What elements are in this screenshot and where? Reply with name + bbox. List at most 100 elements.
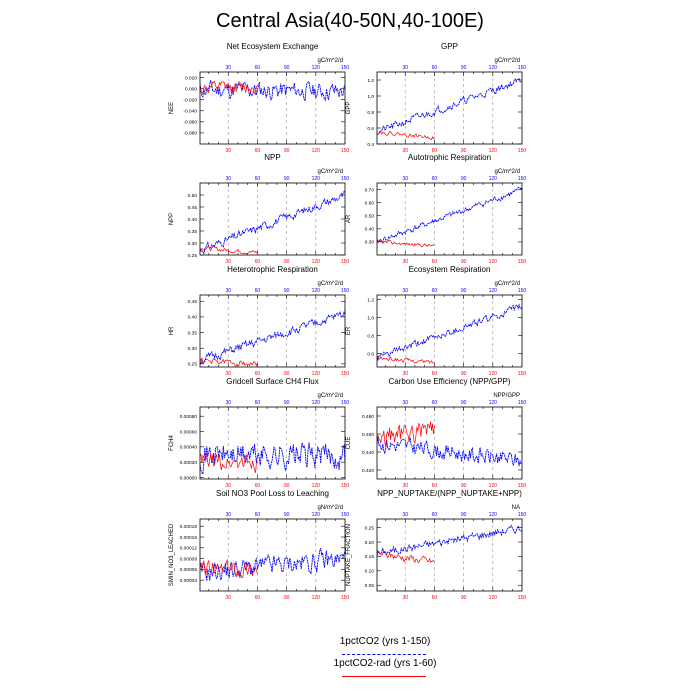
panel-8-frame	[376, 406, 523, 480]
panel-8-bottom-tick-label: 90	[461, 483, 467, 489]
panel-9-bottom-tick-label: 90	[284, 595, 290, 601]
panel-6-bottom-tick-label: 60	[432, 371, 438, 377]
panel-3-ylabel: NPP	[169, 213, 175, 225]
panel-6-units: gC/m^2/d	[495, 281, 521, 287]
panel-1-series-1pctco2-rad	[200, 80, 258, 96]
panel-9-top-tick-label: 120	[312, 512, 321, 518]
panel-1-y-tick-label: 0.000	[185, 86, 197, 92]
panel-7-top-tick-label: 120	[312, 400, 321, 406]
panel-9-y-tick-label: 0.00012	[180, 546, 198, 552]
panel-8-series-1pctco2	[377, 436, 522, 467]
panel-10-bottom-tick-label: 120	[489, 595, 498, 601]
panel-9-top-tick-label: 150	[341, 512, 350, 518]
panel-4-title: Autotrophic Respiration	[408, 153, 491, 162]
panel-6-y-tick-label: 1.0	[367, 315, 374, 321]
legend-label-long: 1pctCO2 (yrs 1-150)	[339, 636, 431, 647]
panel-3-frame	[199, 182, 346, 256]
panel-6-series-1pctco2	[377, 303, 522, 362]
panel-1-bottom-tick-label: 30	[225, 148, 231, 154]
panel-5-series-1pctco2-rad	[200, 357, 258, 367]
panel-1-bottom-tick-label: 150	[341, 148, 350, 154]
panel-10-series-1pctco2-rad	[377, 550, 435, 564]
panel-4-series-1pctco2-rad	[377, 239, 435, 248]
panel-9-y-tick-label: 0.00006	[180, 567, 198, 573]
panel-5-top-tick-label: 60	[255, 288, 261, 294]
panel-7-bottom-tick-label: 30	[225, 483, 231, 489]
panel-3-series-1pctco2-rad	[200, 245, 258, 255]
legend-label-short: 1pctCO2-rad (yrs 1-60)	[333, 658, 437, 669]
panel-9-bottom-tick-label: 30	[225, 595, 231, 601]
panel-3-title: NPP	[264, 153, 280, 162]
panel-6-frame	[376, 294, 523, 368]
panel-2-y-tick-label: 1.0	[367, 94, 374, 100]
panel-3-top-tick-label: 60	[255, 176, 261, 182]
panel-6-top-tick-label: 90	[461, 288, 467, 294]
panel-10-y-tick-label: 0.10	[365, 569, 375, 575]
panel-1-y-tick-label: -0.080	[183, 131, 197, 137]
panel-1-y-tick-label: -0.020	[183, 97, 197, 103]
panel-5-units: gC/m^2/d	[318, 281, 344, 287]
panel-9-units: gN/m^2/d	[318, 505, 344, 511]
panel-7-y-tick-label: 0.00040	[180, 445, 198, 451]
panel-9-bottom-tick-label: 150	[341, 595, 350, 601]
panel-1-frame	[199, 71, 346, 145]
panel-10-bottom-tick-label: 60	[432, 595, 438, 601]
panel-2-top-tick-label: 120	[489, 65, 498, 71]
panel-2-bottom-tick-label: 150	[518, 148, 527, 154]
panel-9-y-tick-label: 0.00003	[180, 578, 198, 584]
panel-10-y-tick-label: 0.15	[365, 554, 375, 560]
panel-5-bottom-tick-label: 30	[225, 371, 231, 377]
panel-3-y-tick-label: 0.50	[188, 193, 198, 199]
panel-4-top-tick-label: 30	[402, 176, 408, 182]
panel-5-bottom-tick-label: 150	[341, 371, 350, 377]
panel-5-bottom-tick-label: 90	[284, 371, 290, 377]
panel-7-ylabel: FCH4	[169, 435, 175, 451]
panel-2-bottom-tick-label: 120	[489, 148, 498, 154]
panel-6-y-tick-label: 1.2	[367, 297, 374, 303]
panel-1-y-tick-label: 0.020	[185, 75, 197, 81]
panel-9-y-tick-label: 0.00018	[180, 524, 198, 530]
panel-7-top-tick-label: 30	[225, 400, 231, 406]
panel-7-units: gC/m^2/d	[318, 393, 344, 399]
panel-7-y-tick-label: 0.00020	[180, 460, 198, 466]
panel-8-top-tick-label: 150	[518, 400, 527, 406]
panel-4-bottom-tick-label: 90	[461, 259, 467, 265]
panel-10-top-tick-label: 90	[461, 512, 467, 518]
panel-9-top-tick-label: 30	[225, 512, 231, 518]
panel-10-series-1pctco2	[377, 524, 522, 557]
panel-4-bottom-tick-label: 150	[518, 259, 527, 265]
panel-5-y-tick-label: 0.30	[188, 346, 198, 352]
panel-10-top-tick-label: 60	[432, 512, 438, 518]
panel-3-top-tick-label: 30	[225, 176, 231, 182]
panel-9-y-tick-label: 0.00009	[180, 556, 198, 562]
panel-3-y-tick-label: 0.45	[188, 205, 198, 211]
panel-9-top-tick-label: 60	[255, 512, 261, 518]
panel-7-y-tick-label: 0.00000	[180, 475, 198, 481]
panel-2-frame	[376, 71, 523, 145]
panel-6-bottom-tick-label: 30	[402, 371, 408, 377]
panel-4-units: gC/m^2/d	[495, 169, 521, 175]
panel-9-bottom-tick-label: 60	[255, 595, 261, 601]
panel-10-y-tick-label: 0.20	[365, 540, 375, 546]
panel-10-units: NA	[512, 505, 520, 511]
panel-4-y-tick-label: 0.40	[365, 227, 375, 233]
panel-2-top-tick-label: 90	[461, 65, 467, 71]
panel-2-y-tick-label: 0.6	[367, 126, 374, 132]
panel-3-bottom-tick-label: 60	[255, 259, 261, 265]
panel-2-bottom-tick-label: 90	[461, 148, 467, 154]
panel-5-top-tick-label: 90	[284, 288, 290, 294]
panel-10-frame	[376, 518, 523, 592]
panel-6-title: Ecosystem Respiration	[409, 265, 491, 274]
panel-4-ylabel: AR	[346, 214, 352, 223]
panel-8-top-tick-label: 30	[402, 400, 408, 406]
legend-line-long	[342, 654, 426, 655]
panel-7-y-tick-label: 0.00060	[180, 429, 198, 435]
panel-1-ylabel: NEE	[169, 102, 175, 114]
panel-5-title: Heterotrophic Respiration	[227, 265, 318, 274]
panel-1-title: Net Ecosystem Exchange	[227, 42, 319, 51]
panel-4-series-1pctco2	[377, 186, 522, 244]
panel-8-y-tick-label: 0.440	[362, 450, 374, 456]
panel-2-bottom-tick-label: 30	[402, 148, 408, 154]
panel-6-bottom-tick-label: 90	[461, 371, 467, 377]
panel-5-frame	[199, 294, 346, 368]
